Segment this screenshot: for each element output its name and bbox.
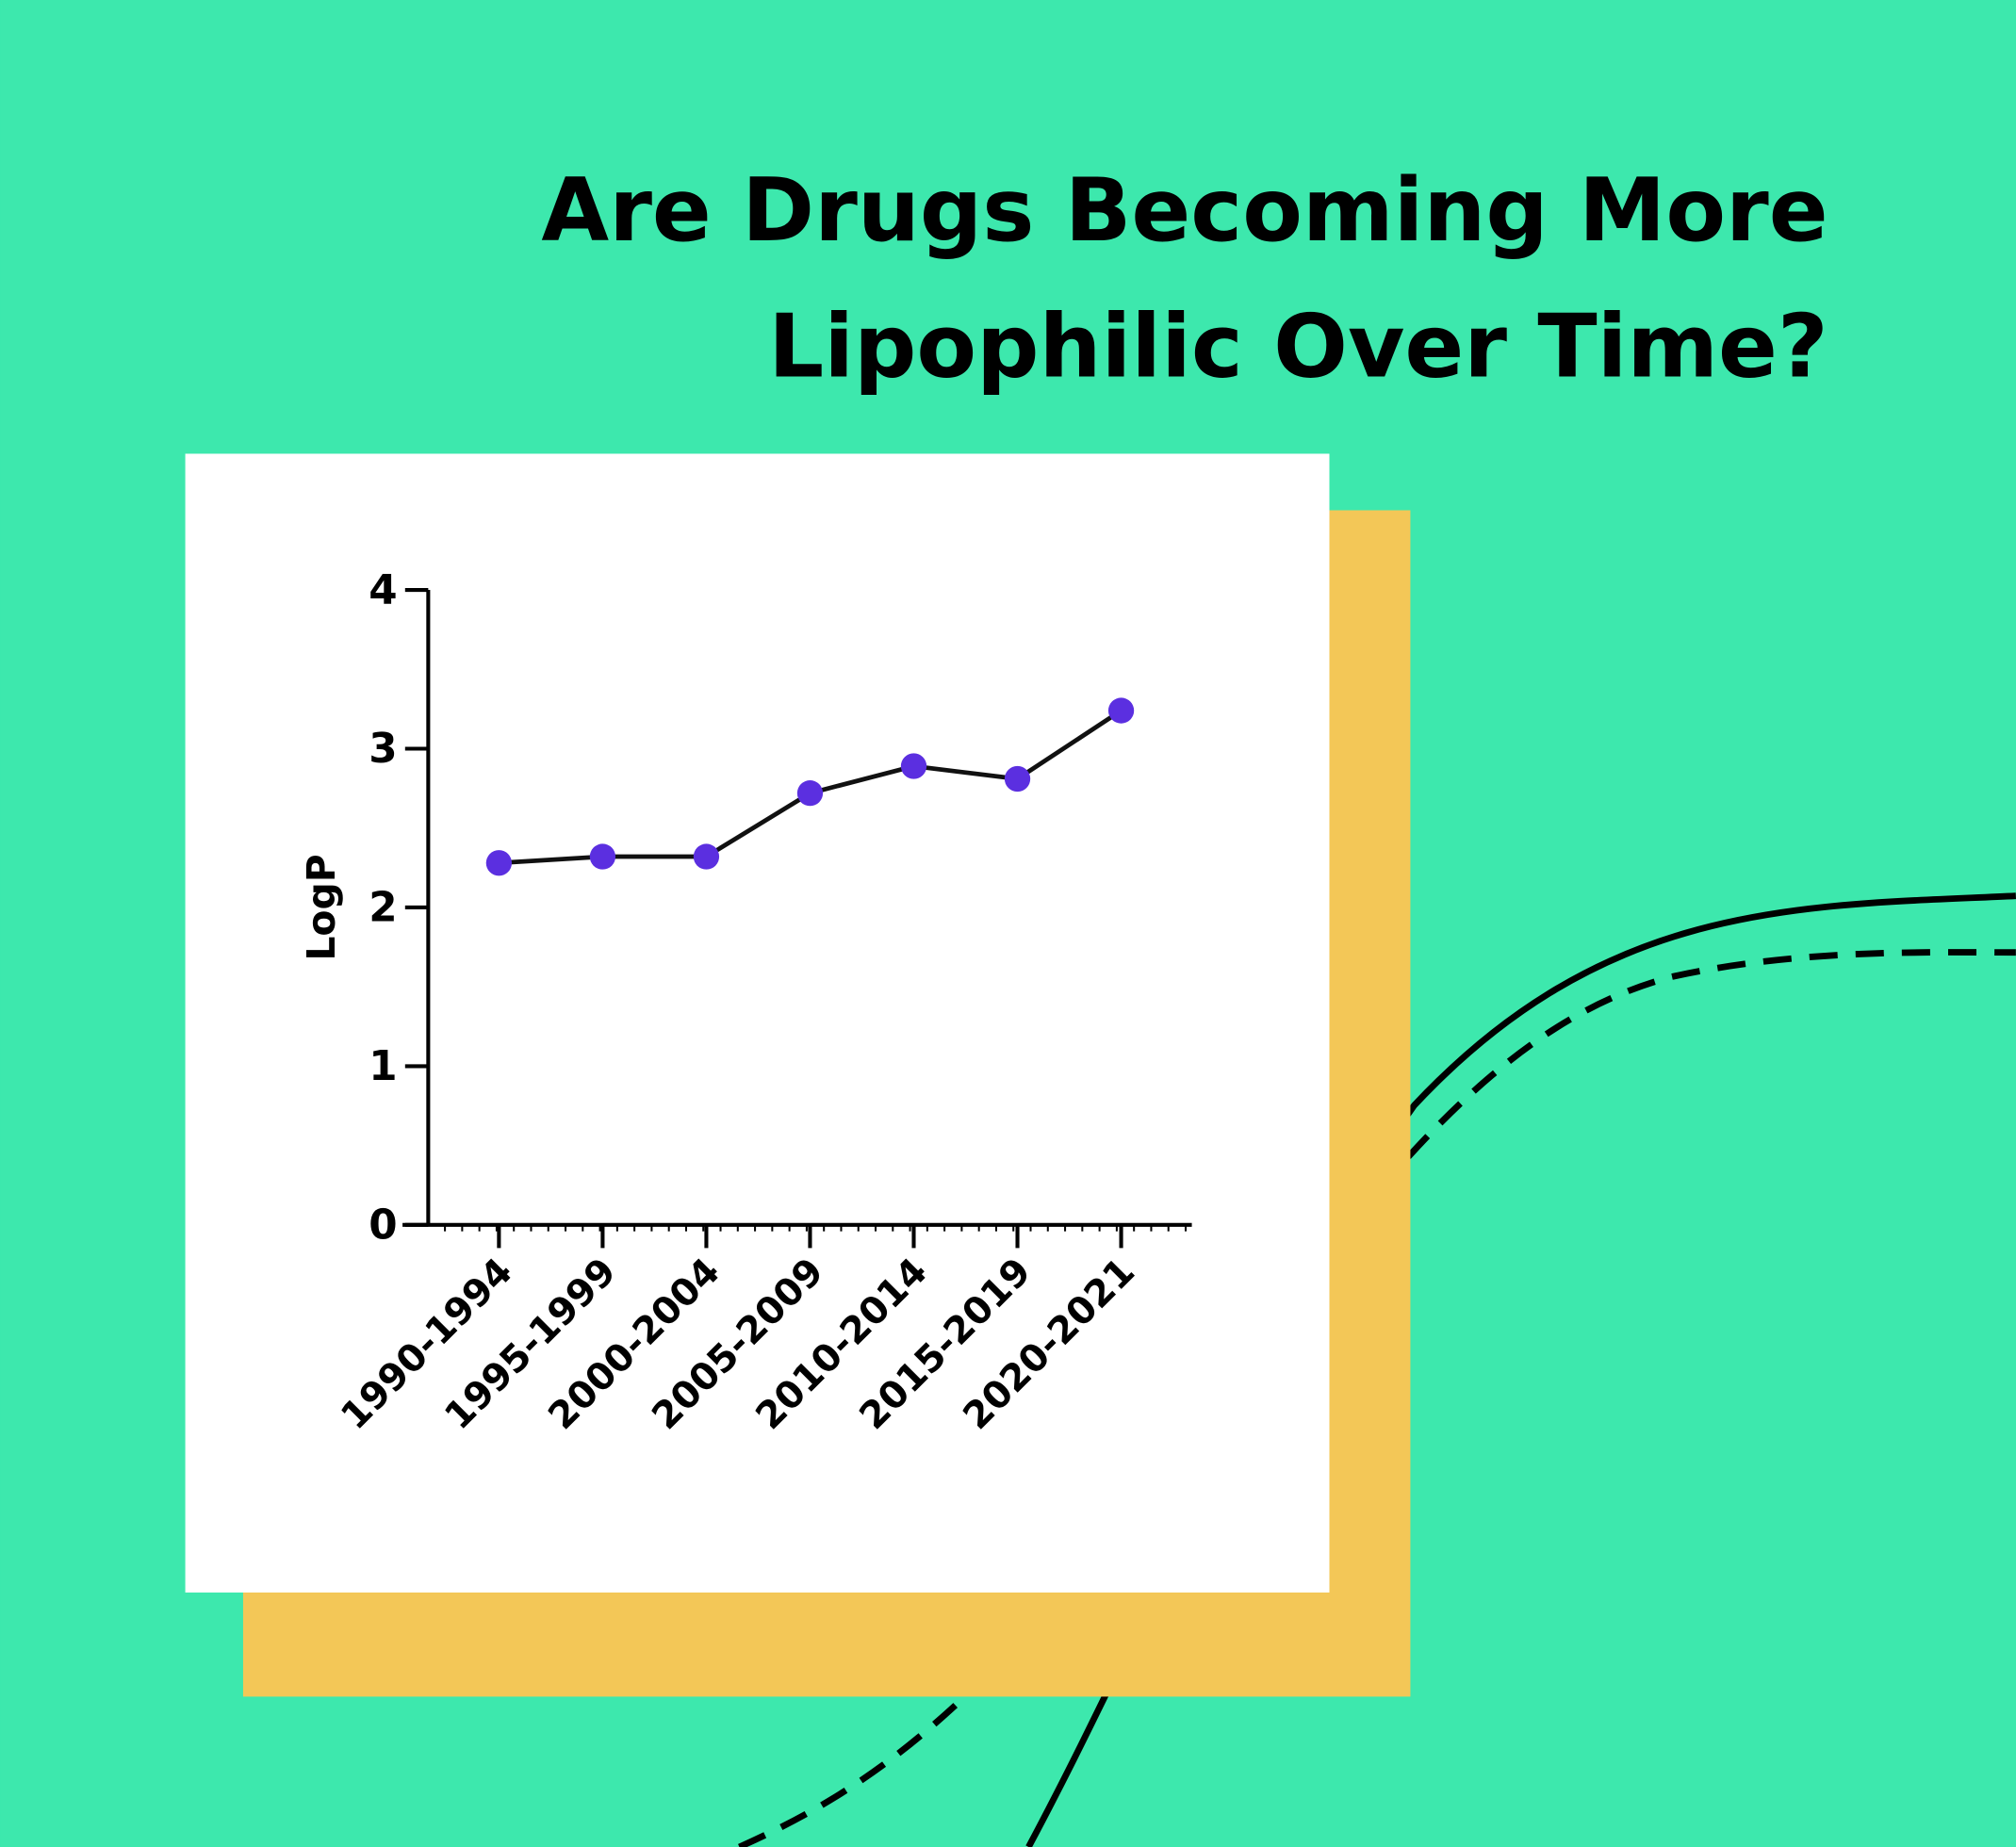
chart-title: Are Drugs Becoming More bbox=[541, 159, 1828, 261]
y-tick-label: 1 bbox=[369, 1042, 397, 1090]
decor-dashed-curve bbox=[738, 949, 2016, 1847]
white-card bbox=[185, 453, 1330, 1593]
data-point bbox=[693, 843, 720, 870]
y-tick-label: 0 bbox=[369, 1201, 397, 1250]
data-point bbox=[485, 850, 513, 876]
data-point bbox=[900, 753, 927, 779]
y-axis-label: LogP bbox=[299, 854, 344, 960]
y-tick-label: 3 bbox=[369, 725, 397, 773]
y-tick-label: 4 bbox=[369, 566, 397, 614]
data-point bbox=[1107, 697, 1135, 724]
y-tick-label: 2 bbox=[369, 884, 397, 932]
data-point bbox=[1004, 765, 1031, 793]
data-point bbox=[589, 843, 616, 870]
chart-title: Lipophilic Over Time? bbox=[768, 296, 1828, 398]
data-point bbox=[796, 780, 824, 807]
